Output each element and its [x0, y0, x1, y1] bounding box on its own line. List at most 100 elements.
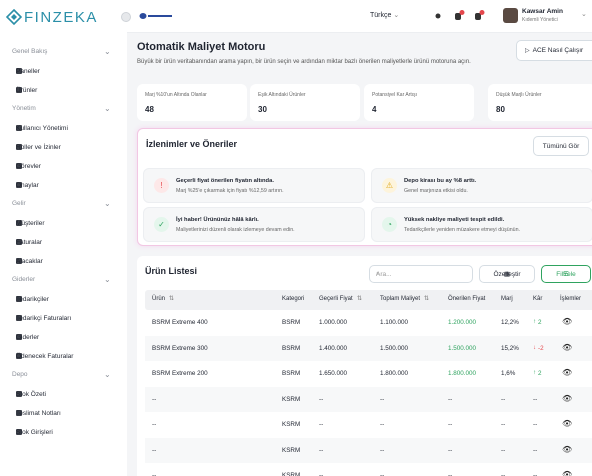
language-select[interactable]: Türkçe ⌄ — [370, 12, 400, 19]
table-row — [145, 463, 592, 476]
nav-label: Giderler — [16, 333, 40, 341]
nav-label: Kullanıcı Yönetimi — [16, 124, 68, 132]
sort-icon[interactable]: ⇅ — [169, 296, 175, 302]
nav-item[interactable]: Tedarikçi Faturaları — [16, 312, 120, 324]
stat-label: Eşik Altındaki Ürünler — [258, 92, 306, 98]
view-action[interactable]: 👁 — [562, 368, 573, 377]
table-cell: KSRM — [282, 395, 301, 403]
nav-label: Stok Özeti — [16, 390, 46, 398]
nav-icon — [16, 429, 22, 435]
insight-text: Maliyetlerinizi düzenli olarak izlemeye … — [176, 227, 295, 233]
nav-item[interactable]: Görevler — [16, 160, 120, 172]
view-action[interactable]: 👁 — [562, 419, 573, 428]
stat-value: 80 — [496, 105, 505, 114]
filter-button[interactable]: ☰ Filtrele — [541, 265, 591, 283]
column-header: Önerilen Fiyat — [448, 296, 486, 302]
customize-icon: ▦ — [503, 271, 511, 278]
sort-icon[interactable]: ⇅ — [424, 296, 430, 302]
nav-item[interactable]: Onaylar — [16, 179, 120, 191]
insight-title: Yüksek nakliye maliyeti tespit edildi. — [404, 217, 505, 223]
nav-section-toggle[interactable]: ⌄ — [104, 104, 111, 113]
nav-icon — [16, 220, 22, 226]
nav-item[interactable]: Stok Özeti — [16, 388, 120, 400]
nav-item[interactable]: Teslimat Notları — [16, 407, 120, 419]
view-action[interactable]: 👁 — [562, 393, 573, 403]
nav-icon — [16, 239, 22, 245]
insight-title: Depo kirası bu ay %8 arttı. — [404, 178, 477, 184]
sort-icon[interactable]: ⇅ — [357, 296, 363, 302]
table-cell: -- — [152, 421, 157, 428]
insight-text: Marj %25'e çıkarmak için fiyatı %12,59 a… — [176, 188, 284, 194]
products-title: Ürün Listesi — [145, 266, 198, 276]
nav-section-toggle[interactable]: ⌄ — [104, 275, 111, 284]
nav-item[interactable]: Ürünler — [16, 84, 120, 96]
table-cell: -- — [380, 446, 385, 454]
collapse-toggle[interactable] — [121, 12, 131, 22]
nav-section-toggle[interactable]: ⌄ — [104, 47, 111, 56]
table-cell: 2 — [538, 319, 542, 326]
insight-icon: ⚠ — [382, 178, 397, 193]
view-all-button[interactable]: Tümünü Gör — [533, 136, 589, 156]
nav-item[interactable]: Giderler — [16, 331, 120, 343]
table-row — [145, 412, 592, 439]
nav-item[interactable]: Müşteriler — [16, 217, 120, 229]
nav-section-title: Depo — [12, 371, 28, 378]
nav-section-toggle[interactable]: ⌄ — [104, 370, 111, 379]
column-header: İşlemler — [560, 296, 582, 302]
insight-icon: ◔ — [382, 217, 397, 232]
table-cell: 1.500.000 — [448, 344, 477, 352]
customize-button[interactable]: ▦ Özelleştir — [479, 265, 535, 283]
stat-label: Düşük Marjlı Ürünler — [496, 92, 542, 98]
nav-item[interactable]: Alacaklar — [16, 255, 120, 267]
search-input[interactable]: ⌕ Ara... — [369, 265, 473, 283]
nav-icon — [16, 353, 22, 359]
view-all-label: Tümünü Gör — [542, 142, 580, 150]
table-cell: -- — [380, 421, 385, 428]
column-header[interactable]: Geçerli Fiyat — [319, 296, 353, 302]
column-header[interactable]: Ürün — [152, 296, 166, 302]
user-menu[interactable]: ⌄ — [581, 11, 587, 18]
nav-label: Görevler — [16, 162, 41, 170]
table-header-bg — [145, 290, 592, 310]
page-description: Büyük bir ürün veritabanından arama yapı… — [137, 59, 471, 65]
view-action[interactable]: 👁 — [562, 470, 573, 476]
nav-section-title: Genel Bakış — [12, 48, 48, 55]
view-action[interactable]: 👁 — [562, 342, 573, 352]
nav-item[interactable]: Tedarikçiler — [16, 293, 120, 305]
nav-item[interactable]: Paneller — [16, 65, 120, 77]
insight-card: ! Geçerli fiyat önerilen fiyatın altında.… — [143, 168, 365, 203]
table-cell: -- — [319, 446, 324, 454]
nav-label: Tedarikçiler — [16, 295, 49, 303]
nav-item[interactable]: Stok Girişleri — [16, 426, 120, 438]
nav-item[interactable]: Faturalar — [16, 236, 120, 248]
view-action[interactable]: 👁 — [562, 317, 573, 326]
help-button[interactable]: ▷ ACE Nasıl Çalışır — [516, 40, 592, 61]
table-cell: BSRM — [282, 319, 301, 326]
nav-section-title: Yönetim — [12, 105, 36, 112]
view-action[interactable]: 👁 — [562, 444, 573, 454]
nav-section-title: Gelir — [12, 200, 26, 207]
nav-item[interactable]: Kullanıcı Yönetimi — [16, 122, 120, 134]
table-cell: -- — [533, 472, 538, 476]
search-placeholder: Ara... — [376, 270, 392, 278]
nav-section-toggle[interactable]: ⌄ — [104, 199, 111, 208]
nav-icon — [16, 296, 22, 302]
table-cell: -- — [448, 395, 453, 403]
insight-icon: ✓ — [154, 217, 169, 232]
insight-icon: ! — [154, 178, 169, 193]
nav-icon — [16, 163, 22, 169]
logo-text: FINZEKA — [24, 9, 98, 26]
insight-title: Geçerli fiyat önerilen fiyatın altında. — [176, 178, 274, 184]
topbar-icons[interactable] — [433, 10, 488, 22]
table-row — [145, 310, 592, 337]
nav-item[interactable]: Roller ve İzinler — [16, 141, 120, 153]
nav-item[interactable]: Ödenecek Faturalar — [16, 350, 120, 362]
nav-label: Paneller — [16, 67, 40, 75]
table-cell: -- — [501, 446, 506, 454]
table-cell: 1.400.000 — [319, 344, 348, 352]
avatar[interactable] — [503, 8, 518, 23]
table-cell: BSRM Extreme 300 — [152, 344, 208, 352]
insight-card: ✓ İyi haber! Ürününüz hâlâ kârlı. Maliyetl… — [143, 207, 365, 242]
column-header[interactable]: Toplam Maliyet — [380, 296, 421, 302]
